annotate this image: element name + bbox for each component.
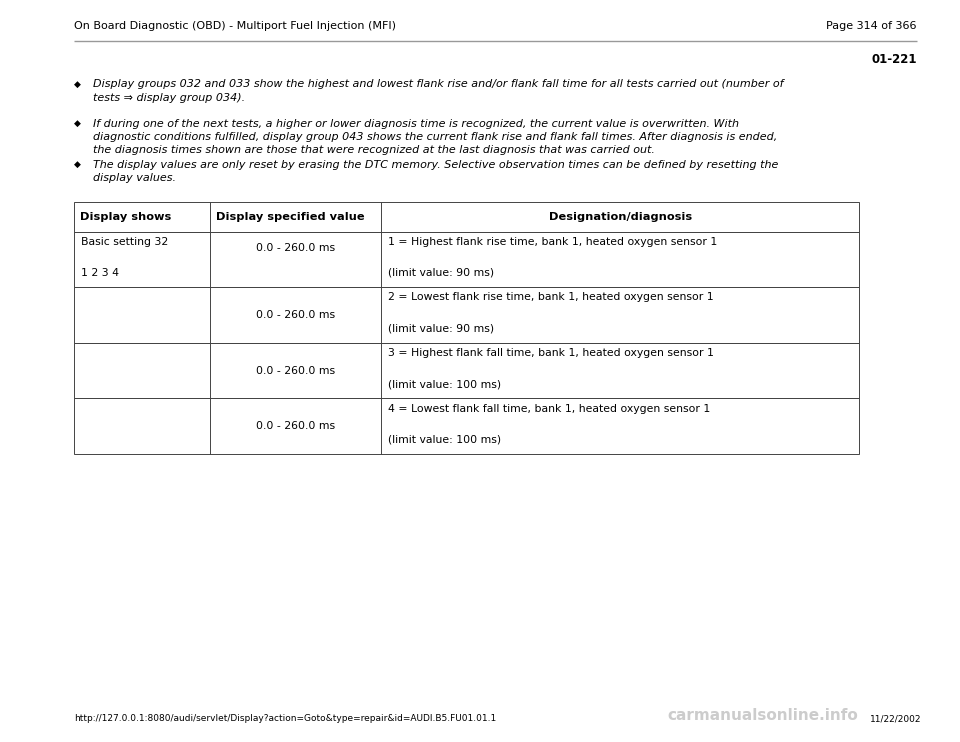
Bar [74,202,859,232]
Text: Basic setting 32

1 2 3 4: Basic setting 32 1 2 3 4 [81,237,168,278]
Text: 0.0 - 260.0 ms: 0.0 - 260.0 ms [255,243,335,253]
Text: http://127.0.0.1:8080/audi/servlet/Display?action=Goto&type=repair&id=AUDI.B5.FU: http://127.0.0.1:8080/audi/servlet/Displ… [74,715,496,723]
Text: 1 = Highest flank rise time, bank 1, heated oxygen sensor 1

(limit value: 90 ms: 1 = Highest flank rise time, bank 1, hea… [388,237,717,278]
Text: The display values are only reset by erasing the DTC memory. Selective observati: The display values are only reset by era… [93,160,779,183]
Text: 0.0 - 260.0 ms: 0.0 - 260.0 ms [255,421,335,431]
Text: ◆: ◆ [74,79,81,88]
Text: Display shows: Display shows [80,211,171,222]
Text: 2 = Lowest flank rise time, bank 1, heated oxygen sensor 1

(limit value: 90 ms): 2 = Lowest flank rise time, bank 1, heat… [388,292,713,334]
Text: 0.0 - 260.0 ms: 0.0 - 260.0 ms [255,310,335,320]
Text: 11/22/2002: 11/22/2002 [870,715,922,723]
Text: 01-221: 01-221 [872,53,917,67]
Text: Display groups 032 and 033 show the highest and lowest flank rise and/or flank f: Display groups 032 and 033 show the high… [93,79,783,102]
Text: 0.0 - 260.0 ms: 0.0 - 260.0 ms [255,366,335,375]
Text: Designation/diagnosis: Designation/diagnosis [548,211,691,222]
Text: If during one of the next tests, a higher or lower diagnosis time is recognized,: If during one of the next tests, a highe… [93,119,778,155]
Text: ◆: ◆ [74,160,81,169]
Text: ◆: ◆ [74,119,81,128]
Bar [74,232,859,287]
Text: 4 = Lowest flank fall time, bank 1, heated oxygen sensor 1

(limit value: 100 ms: 4 = Lowest flank fall time, bank 1, heat… [388,404,710,445]
Bar [74,287,859,343]
Text: Page 314 of 366: Page 314 of 366 [827,21,917,30]
Text: 3 = Highest flank fall time, bank 1, heated oxygen sensor 1

(limit value: 100 m: 3 = Highest flank fall time, bank 1, hea… [388,348,713,390]
Text: carmanualsonline.info: carmanualsonline.info [667,709,858,723]
Bar [74,398,859,454]
Text: Display specified value: Display specified value [216,211,364,222]
Bar [74,343,859,398]
Text: On Board Diagnostic (OBD) - Multiport Fuel Injection (MFI): On Board Diagnostic (OBD) - Multiport Fu… [74,21,396,30]
